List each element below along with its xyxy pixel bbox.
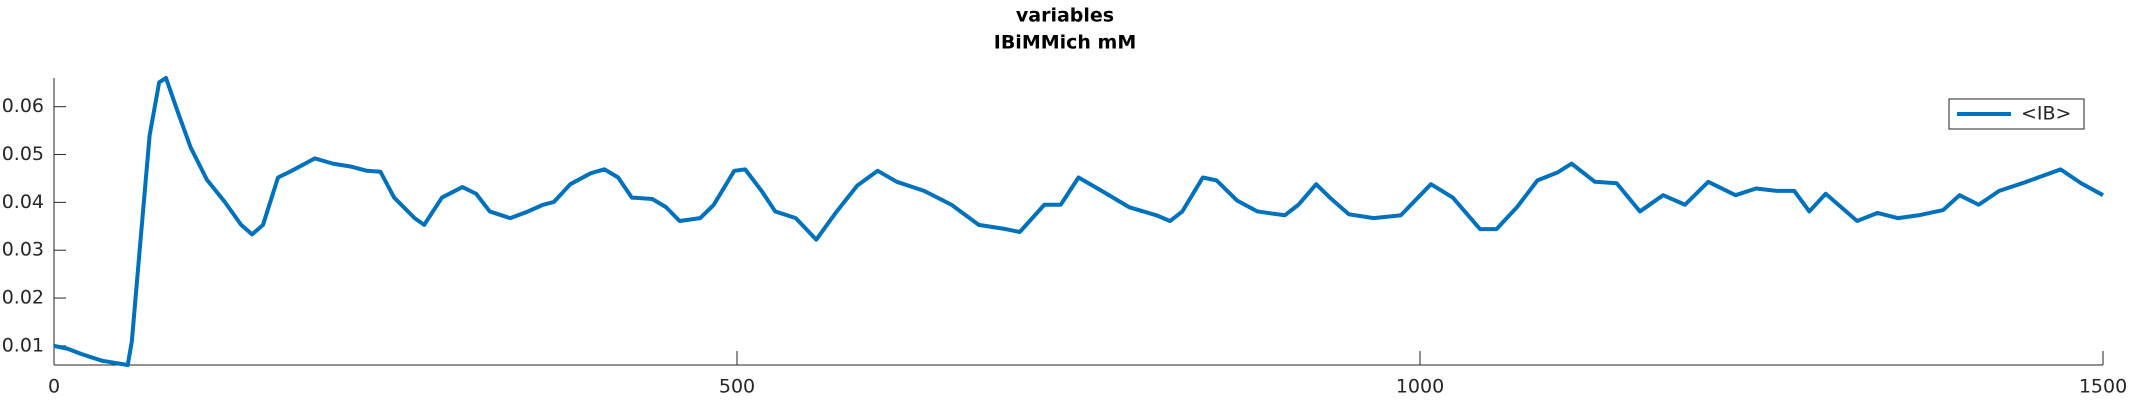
data-line bbox=[53, 76, 2104, 367]
chart-subtitle: IBiMMich mM bbox=[994, 32, 1137, 54]
y-tick-label: 0.02 bbox=[2, 287, 44, 309]
x-tick-label: 1000 bbox=[1396, 376, 1444, 398]
x-tick-label: 0 bbox=[48, 376, 60, 398]
x-tick-label: 1500 bbox=[2079, 376, 2127, 398]
y-tick-label: 0.04 bbox=[2, 191, 44, 213]
chart-title: variables bbox=[1016, 5, 1114, 27]
legend-label: <IB> bbox=[2021, 103, 2071, 125]
y-tick-label: 0.03 bbox=[2, 239, 44, 261]
x-tick-label: 500 bbox=[719, 376, 755, 398]
y-tick-label: 0.05 bbox=[2, 143, 44, 165]
y-tick-label: 0.06 bbox=[2, 95, 44, 117]
y-tick-label: 0.01 bbox=[2, 334, 44, 356]
